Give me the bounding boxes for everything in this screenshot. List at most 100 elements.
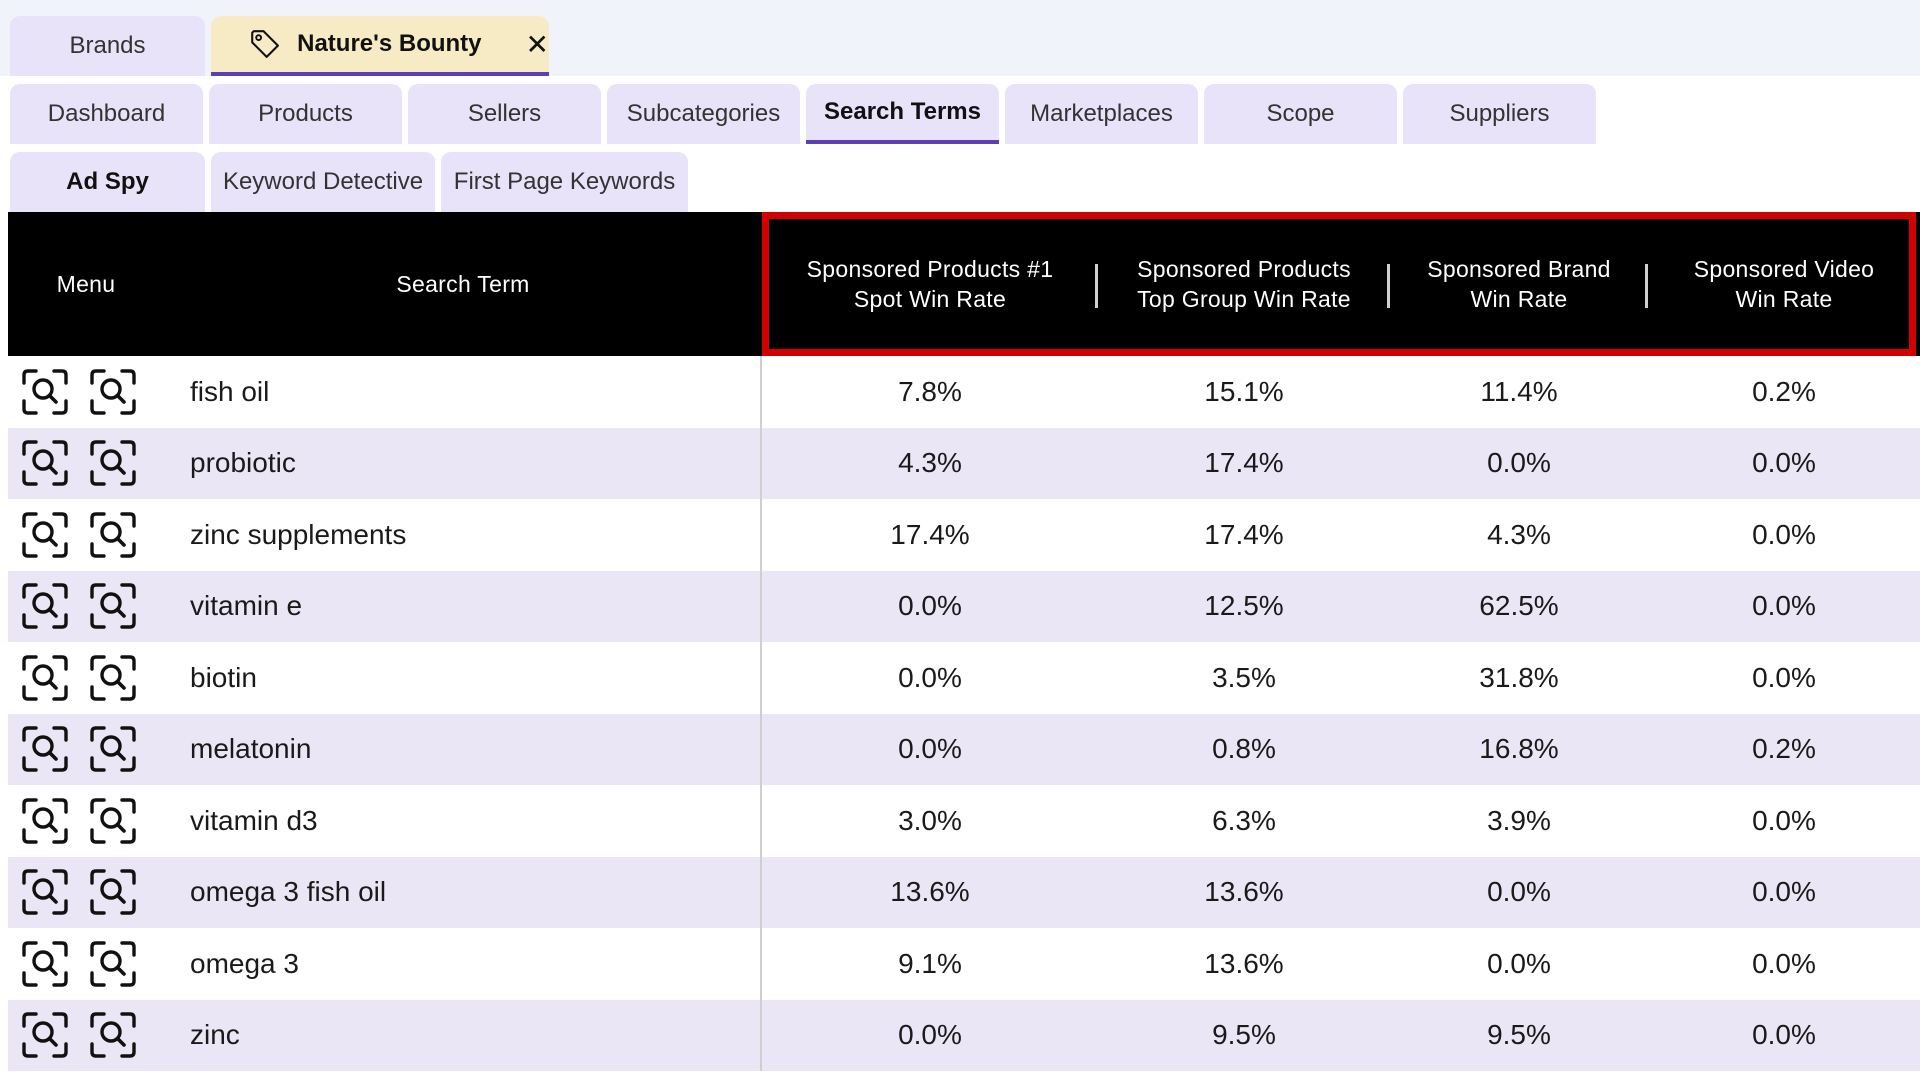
sb-win-rate-cell: 0.0% — [1390, 928, 1648, 1000]
tab-label: Search Terms — [824, 98, 981, 125]
search-scan-icon[interactable] — [88, 867, 138, 917]
search-scan-icon[interactable] — [20, 510, 70, 560]
search-scan-icon[interactable] — [88, 939, 138, 989]
tab-products[interactable]: Products — [209, 84, 402, 144]
cell-value: 0.2% — [1752, 375, 1816, 407]
tab-search-terms[interactable]: Search Terms — [806, 84, 999, 144]
row-menu — [8, 1000, 164, 1072]
tab-brands[interactable]: Brands — [10, 16, 205, 76]
search-scan-icon[interactable] — [88, 581, 138, 631]
cell-value: 0.0% — [898, 733, 962, 765]
sp-top-group-win-rate-cell: 17.4% — [1098, 499, 1390, 571]
sv-win-rate-cell: 0.0% — [1648, 428, 1920, 500]
search-scan-icon[interactable] — [20, 939, 70, 989]
search-scan-icon[interactable] — [88, 367, 138, 417]
search-term-cell[interactable]: zinc — [164, 999, 762, 1071]
close-icon[interactable]: ✕ — [525, 28, 549, 60]
cell-value: 9.5% — [1487, 1019, 1551, 1051]
search-scan-icon[interactable] — [88, 1010, 138, 1060]
header-sb-win-rate[interactable]: Sponsored Brand Win Rate — [1390, 212, 1648, 356]
tab-label: Dashboard — [47, 100, 166, 127]
sp-spot-win-rate-cell: 0.0% — [762, 642, 1098, 714]
header-win-rate-group: Sponsored Products #1 Spot Win Rate Spons… — [762, 212, 1920, 356]
tag-icon — [251, 30, 279, 58]
header-line: Sponsored Products #1 — [806, 256, 1054, 282]
header-line: Top Group Win Rate — [1137, 286, 1351, 312]
cell-value: 0.0% — [1752, 661, 1816, 693]
search-term-cell[interactable]: vitamin e — [164, 570, 762, 642]
table-row: vitamin d3 3.0% 6.3% 3.9% 0.0% — [8, 785, 1920, 857]
sv-win-rate-cell: 0.2% — [1648, 714, 1920, 786]
search-scan-icon[interactable] — [88, 653, 138, 703]
tab-subcategories[interactable]: Subcategories — [607, 84, 800, 144]
header-sp-spot-win-rate[interactable]: Sponsored Products #1 Spot Win Rate — [762, 212, 1098, 356]
sp-top-group-win-rate-cell: 17.4% — [1098, 428, 1390, 500]
cell-value: 3.9% — [1487, 804, 1551, 836]
sp-top-group-win-rate-cell: 15.1% — [1098, 356, 1390, 428]
search-scan-icon[interactable] — [88, 796, 138, 846]
search-term-cell[interactable]: vitamin d3 — [164, 785, 762, 857]
search-term-text: vitamin e — [190, 590, 303, 622]
search-term-cell[interactable]: omega 3 fish oil — [164, 856, 762, 928]
cell-value: 0.0% — [898, 590, 962, 622]
tab-ad-spy[interactable]: Ad Spy — [10, 152, 205, 212]
search-term-cell[interactable]: zinc supplements — [164, 499, 762, 571]
search-scan-icon[interactable] — [20, 438, 70, 488]
search-term-cell[interactable]: melatonin — [164, 713, 762, 785]
cell-value: 31.8% — [1479, 661, 1559, 693]
search-scan-icon[interactable] — [20, 796, 70, 846]
main-nav-tabs: Dashboard Products Sellers Subcategories… — [0, 84, 1596, 144]
row-menu — [8, 642, 164, 714]
sb-win-rate-cell: 0.0% — [1390, 857, 1648, 929]
cell-value: 0.0% — [1752, 1019, 1816, 1051]
brand-tabs: Brands Nature's Bounty ✕ — [0, 16, 549, 76]
header-line: Spot Win Rate — [853, 286, 1007, 312]
search-term-cell[interactable]: probiotic — [164, 427, 762, 499]
table-row: melatonin 0.0% 0.8% 16.8% 0.2% — [8, 713, 1920, 786]
cell-value: 62.5% — [1479, 590, 1559, 622]
search-scan-icon[interactable] — [20, 1010, 70, 1060]
search-scan-icon[interactable] — [20, 867, 70, 917]
cell-value: 16.8% — [1479, 733, 1559, 765]
sb-win-rate-cell: 9.5% — [1390, 1000, 1648, 1072]
tab-open-brand-label: Nature's Bounty — [297, 30, 482, 57]
cell-value: 0.0% — [1752, 804, 1816, 836]
tab-label: Subcategories — [626, 100, 781, 127]
cell-value: 0.0% — [1752, 947, 1816, 979]
sp-top-group-win-rate-cell: 13.6% — [1098, 857, 1390, 929]
search-scan-icon[interactable] — [88, 724, 138, 774]
tab-label: Suppliers — [1449, 100, 1550, 127]
header-line: Win Rate — [1735, 286, 1833, 312]
tab-first-page-keywords[interactable]: First Page Keywords — [441, 152, 688, 212]
tab-scope[interactable]: Scope — [1204, 84, 1397, 144]
search-term-cell[interactable]: fish oil — [164, 356, 762, 428]
cell-value: 13.6% — [1204, 876, 1284, 908]
cell-value: 3.0% — [898, 804, 962, 836]
tab-open-brand[interactable]: Nature's Bounty ✕ — [211, 16, 549, 76]
sv-win-rate-cell: 0.0% — [1648, 571, 1920, 643]
cell-value: 0.0% — [1487, 876, 1551, 908]
header-search-term-label: Search Term — [396, 271, 530, 297]
tab-sellers[interactable]: Sellers — [408, 84, 601, 144]
search-term-cell[interactable]: omega 3 — [164, 928, 762, 1000]
search-scan-icon[interactable] — [88, 510, 138, 560]
cell-value: 17.4% — [890, 518, 970, 550]
header-sp-top-group-win-rate[interactable]: Sponsored Products Top Group Win Rate — [1098, 212, 1390, 356]
table-row: omega 3 fish oil 13.6% 13.6% 0.0% 0.0% — [8, 856, 1920, 929]
search-scan-icon[interactable] — [20, 581, 70, 631]
tab-marketplaces[interactable]: Marketplaces — [1005, 84, 1198, 144]
search-scan-icon[interactable] — [20, 724, 70, 774]
search-term-cell[interactable]: biotin — [164, 642, 762, 714]
header-search-term[interactable]: Search Term — [164, 212, 762, 356]
sp-top-group-win-rate-cell: 13.6% — [1098, 928, 1390, 1000]
tab-dashboard[interactable]: Dashboard — [10, 84, 203, 144]
sb-win-rate-cell: 62.5% — [1390, 571, 1648, 643]
search-scan-icon[interactable] — [20, 653, 70, 703]
tab-keyword-detective[interactable]: Keyword Detective — [211, 152, 435, 212]
search-scan-icon[interactable] — [20, 367, 70, 417]
header-sv-win-rate[interactable]: Sponsored Video Win Rate — [1648, 212, 1920, 356]
tab-suppliers[interactable]: Suppliers — [1403, 84, 1596, 144]
cell-value: 0.2% — [1752, 733, 1816, 765]
cell-value: 13.6% — [890, 876, 970, 908]
search-scan-icon[interactable] — [88, 438, 138, 488]
